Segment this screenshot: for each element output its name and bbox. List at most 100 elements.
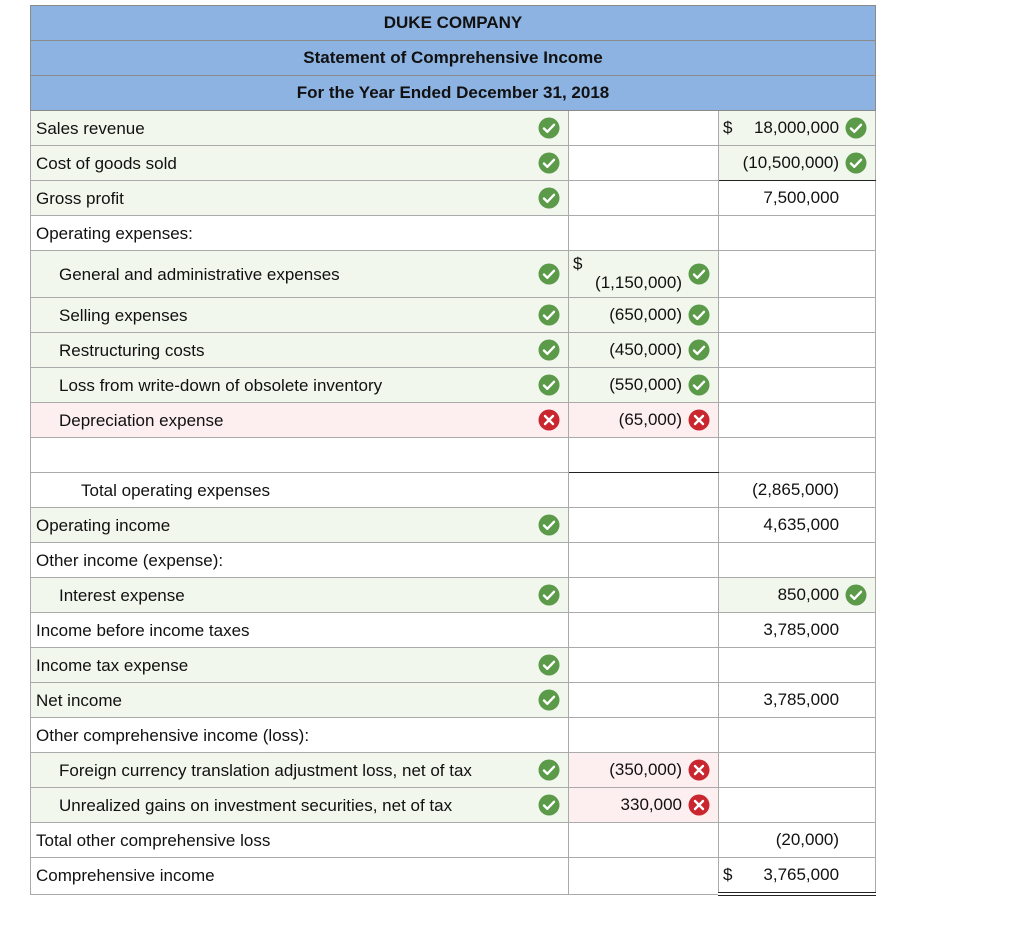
cross-icon: [688, 409, 710, 431]
row-label: Operating income: [36, 515, 171, 535]
label-cell: Restructuring costs: [30, 332, 569, 368]
mid-amount-cell: 330,000: [568, 787, 719, 823]
statement-row: [30, 437, 877, 473]
mid-amount-cell: (550,000): [568, 367, 719, 403]
amount: (1,150,000): [595, 273, 682, 292]
check-icon: [845, 152, 867, 174]
right-amount-cell: (10,500,000): [717, 145, 877, 181]
label-cell: Net income: [30, 682, 569, 718]
right-amount-cell: [717, 332, 877, 368]
header-row: For the Year Ended December 31, 2018: [29, 75, 877, 111]
label-cell: Cost of goods sold: [30, 145, 569, 181]
check-icon: [538, 689, 560, 711]
mid-amount-cell: [568, 437, 719, 473]
row-label: Depreciation expense: [59, 410, 224, 430]
statement-row: Selling expenses (650,000): [30, 297, 877, 333]
statement-row: Comprehensive income $3,765,000: [30, 857, 877, 896]
label-cell: Income before income taxes: [30, 612, 569, 648]
row-label: Unrealized gains on investment securitie…: [59, 795, 453, 815]
label-cell: Depreciation expense: [30, 402, 569, 438]
label-cell: Sales revenue: [30, 110, 569, 146]
statement-row: Income before income taxes 3,785,000: [30, 612, 877, 648]
header-row: Statement of Comprehensive Income: [29, 40, 877, 76]
statement-row: Unrealized gains on investment securitie…: [30, 787, 877, 823]
cross-icon: [688, 794, 710, 816]
header-row: DUKE COMPANY: [29, 5, 877, 41]
check-icon: [538, 339, 560, 361]
check-icon: [688, 339, 710, 361]
amount: (65,000): [618, 410, 682, 429]
statement-table: DUKE COMPANY Statement of Comprehensive …: [29, 5, 877, 896]
check-icon: [845, 584, 867, 606]
label-cell: Selling expenses: [30, 297, 569, 333]
label-cell: Other comprehensive income (loss):: [30, 717, 569, 753]
check-icon: [845, 117, 867, 139]
mid-amount-cell: (450,000): [568, 332, 719, 368]
row-label: Comprehensive income: [36, 866, 215, 886]
check-icon: [538, 654, 560, 676]
label-cell: Total other comprehensive loss: [30, 822, 569, 858]
mid-amount-cell: $ (1,150,000): [568, 250, 719, 298]
amount: 3,785,000: [763, 690, 840, 709]
row-label: Income before income taxes: [36, 620, 250, 640]
right-amount-cell: [717, 215, 877, 251]
amount: 3,785,000: [763, 620, 840, 639]
statement-row: Other comprehensive income (loss):: [30, 717, 877, 753]
row-label: Total operating expenses: [81, 480, 271, 500]
label-cell: Total operating expenses: [30, 472, 569, 508]
mid-amount-cell: (350,000): [568, 752, 719, 788]
label-cell: General and administrative expenses: [30, 250, 569, 298]
check-icon: [538, 794, 560, 816]
mid-amount-cell: (65,000): [568, 402, 719, 438]
currency-sign: $: [723, 118, 733, 137]
label-cell: Gross profit: [30, 180, 569, 216]
right-amount-cell: [717, 787, 877, 823]
right-amount-cell: $3,765,000: [717, 857, 877, 896]
mid-amount-cell: [568, 507, 719, 543]
label-cell: Unrealized gains on investment securitie…: [30, 787, 569, 823]
check-icon: [538, 759, 560, 781]
currency-sign: $: [573, 254, 583, 273]
amount: 4,635,000: [763, 515, 840, 534]
statement-row: Income tax expense: [30, 647, 877, 683]
amount: 7,500,000: [763, 188, 840, 207]
row-label: Total other comprehensive loss: [36, 830, 271, 850]
mid-amount-cell: [568, 857, 719, 895]
right-amount-cell: [717, 367, 877, 403]
row-label: Foreign currency translation adjustment …: [59, 760, 472, 780]
statement-row: Total other comprehensive loss (20,000): [30, 822, 877, 858]
table-body: DUKE COMPANY Statement of Comprehensive …: [29, 5, 877, 896]
row-label: Gross profit: [36, 188, 124, 208]
statement-row: Depreciation expense (65,000): [30, 402, 877, 438]
right-amount-cell: [717, 250, 877, 298]
row-label: Other comprehensive income (loss):: [36, 725, 310, 745]
check-icon: [538, 584, 560, 606]
right-amount-cell: 4,635,000: [717, 507, 877, 543]
right-amount-cell: [717, 437, 877, 473]
right-amount-cell: 3,785,000: [717, 612, 877, 648]
mid-amount-cell: [568, 612, 719, 648]
mid-amount-cell: [568, 647, 719, 683]
check-icon: [688, 374, 710, 396]
amount: (450,000): [609, 340, 682, 359]
row-label: Cost of goods sold: [36, 153, 177, 173]
check-icon: [688, 304, 710, 326]
currency-sign: $: [723, 865, 733, 884]
check-icon: [538, 304, 560, 326]
mid-amount-cell: [568, 472, 719, 508]
row-label: Selling expenses: [59, 305, 188, 325]
mid-amount-cell: [568, 542, 719, 578]
statement-period: For the Year Ended December 31, 2018: [29, 75, 877, 111]
right-amount-cell: $18,000,000: [717, 110, 877, 146]
amount: (350,000): [609, 760, 682, 779]
row-label: Interest expense: [59, 585, 185, 605]
mid-amount-cell: [568, 822, 719, 858]
check-icon: [538, 117, 560, 139]
right-amount-cell: 3,785,000: [717, 682, 877, 718]
check-icon: [538, 152, 560, 174]
statement-row: Cost of goods sold (10,500,000): [30, 145, 877, 181]
mid-amount-cell: [568, 180, 719, 216]
right-amount-cell: [717, 402, 877, 438]
mid-amount-cell: [568, 682, 719, 718]
